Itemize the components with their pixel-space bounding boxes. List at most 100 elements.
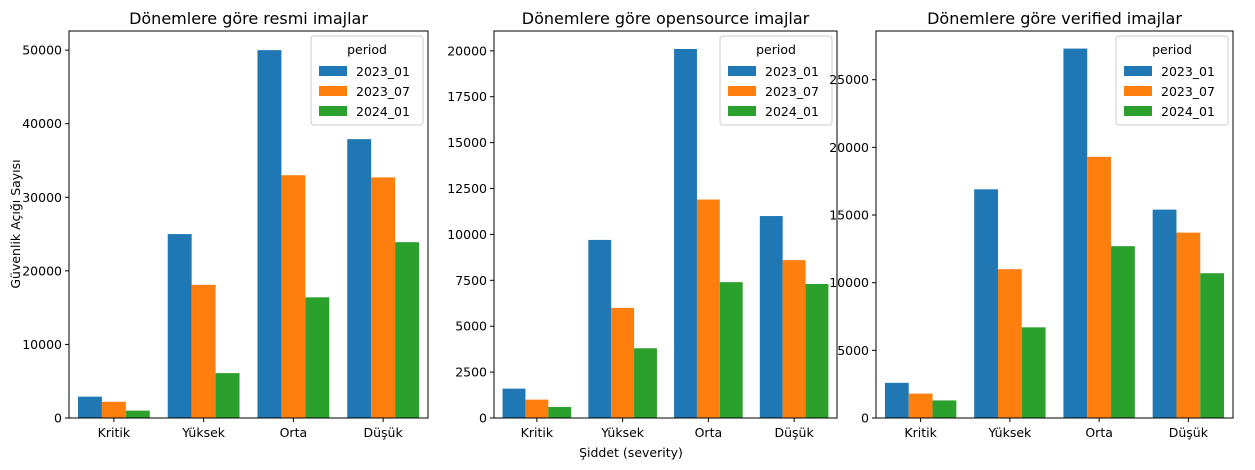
y-tick-label: 12500 [447, 181, 487, 196]
x-tick-label: Kritik [904, 425, 937, 440]
y-tick-label: 5000 [455, 319, 487, 334]
bar [974, 189, 998, 418]
legend-title: period [347, 42, 387, 57]
axes-frame [875, 30, 1234, 419]
y-tick-label: 10000 [829, 275, 869, 290]
bar [719, 282, 743, 418]
y-tick-label: 30000 [22, 190, 62, 205]
bar [347, 139, 372, 418]
x-tick-label: Orta [695, 425, 723, 440]
y-tick-label: 20000 [829, 140, 869, 155]
legend: period 2023_01 2023_07 2024_01 [1115, 35, 1229, 126]
y-tick-label: 15000 [447, 135, 487, 150]
legend-title: period [756, 42, 796, 57]
bar [1063, 48, 1088, 418]
legend-title: period [1152, 42, 1192, 57]
bar [634, 348, 657, 418]
y-tick-label: 2500 [455, 365, 487, 380]
bar [759, 216, 783, 418]
x-tick-label: Kritik [98, 425, 131, 440]
y-tick-label: 0 [861, 411, 869, 426]
y-tick-label: 50000 [22, 43, 62, 58]
legend-box [310, 35, 424, 126]
bar [77, 396, 102, 418]
bar [674, 48, 697, 419]
y-tick-label: 10000 [447, 227, 487, 242]
bar [215, 373, 240, 418]
y-tick-label: 5000 [837, 343, 869, 358]
x-tick-label: Yüksek [600, 425, 645, 440]
bar [1087, 156, 1112, 418]
legend-entry-label: 2024_01 [1161, 104, 1215, 119]
y-tick-label: 10000 [22, 337, 62, 352]
bar [997, 269, 1022, 418]
legend-box [719, 35, 833, 126]
x-tick-label: Orta [280, 425, 308, 440]
x-tick-label: Yüksek [181, 425, 226, 440]
y-tick-label: 17500 [447, 89, 487, 104]
legend-box [1115, 35, 1229, 126]
bar [548, 406, 572, 418]
bar [805, 283, 829, 418]
bar [1021, 327, 1046, 418]
bar [305, 297, 330, 418]
y-tick-label: 25000 [829, 72, 869, 87]
y-tick-label: 15000 [829, 208, 869, 223]
bar [1152, 209, 1177, 418]
legend-entry-label: 2023_07 [356, 84, 410, 99]
legend-entry-label: 2023_07 [765, 84, 819, 99]
legend-entry-label: 2024_01 [765, 104, 819, 119]
legend: period 2023_01 2023_07 2024_01 [310, 35, 424, 126]
chart-title: Dönemlere göre resmi imajlar [129, 9, 368, 28]
legend-entry-label: 2023_07 [1161, 84, 1215, 99]
legend-swatch [728, 66, 756, 76]
legend-swatch [319, 66, 347, 76]
y-tick-label: 0 [479, 411, 487, 426]
bar [908, 393, 933, 418]
x-tick-label: Yüksek [987, 425, 1032, 440]
y-axis-label: Güvenlik Açığı Sayısı [8, 159, 23, 288]
legend-swatch [1124, 106, 1152, 116]
chart-panel: Dönemlere göre resmi imajlar 0 10000 20000 3… [22, 9, 429, 440]
legend-entry-label: 2024_01 [356, 104, 410, 119]
bar [257, 50, 282, 419]
y-tick-label: 40000 [22, 116, 62, 131]
y-tick-label: 7500 [455, 273, 487, 288]
x-tick-label: Düşük [1169, 425, 1209, 440]
chart-title: Dönemlere göre verified imajlar [927, 9, 1182, 28]
x-tick-label: Kritik [521, 425, 554, 440]
x-tick-label: Düşük [364, 425, 404, 440]
legend-swatch [728, 86, 756, 96]
bar [1111, 246, 1135, 418]
bar [932, 400, 957, 418]
bar [1200, 273, 1225, 418]
legend-swatch [319, 106, 347, 116]
bar [525, 399, 549, 418]
y-tick-label: 0 [54, 411, 62, 426]
legend-swatch [728, 106, 756, 116]
bar [1176, 232, 1201, 418]
bar [167, 234, 192, 418]
chart-panels: Dönemlere göre resmi imajlar 0 10000 20000 3… [22, 9, 1234, 440]
bar [395, 242, 420, 418]
legend: period 2023_01 2023_07 2024_01 [719, 35, 833, 126]
bar [502, 388, 526, 418]
x-axis-label: Şiddet (severity) [579, 445, 683, 460]
bar [884, 382, 909, 418]
legend-entry-label: 2023_01 [1161, 64, 1215, 79]
bar [696, 199, 720, 418]
bar [588, 239, 612, 418]
y-tick-label: 20000 [22, 263, 62, 278]
bar [281, 175, 306, 418]
legend-entry-label: 2023_01 [356, 64, 410, 79]
x-tick-label: Orta [1085, 425, 1113, 440]
chart-panel: Dönemlere göre opensource imajlar 0 2500 50… [447, 9, 838, 440]
bar [191, 284, 216, 418]
bar [611, 307, 635, 418]
y-tick-label: 20000 [447, 43, 487, 58]
axes-frame [493, 30, 838, 419]
legend-swatch [319, 86, 347, 96]
bar [125, 410, 150, 418]
legend-entry-label: 2023_01 [765, 64, 819, 79]
